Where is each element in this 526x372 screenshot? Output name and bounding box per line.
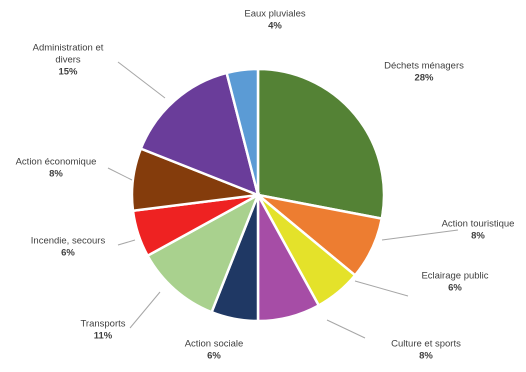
pie-slice-9 [225,67,260,196]
slice-percent-label-0: 28% [414,73,434,84]
slice-category-label-4: Action sociale [185,339,244,350]
slice-category-label-8: Administration et [33,43,104,54]
leader-line-8 [117,61,166,99]
slice-percent-label-1: 8% [471,231,485,242]
slice-percent-label-7: 8% [49,169,63,180]
slice-percent-label-4: 6% [207,351,221,362]
slice-category-label-1: Action touristique [442,219,515,230]
slice-percent-label-2: 6% [448,283,462,294]
leader-line-1 [381,229,459,241]
slice-category-label-8: divers [55,55,81,66]
slice-category-label-5: Transports [80,319,125,330]
pie-slices [130,67,386,323]
slice-category-label-0: Déchets ménagers [384,61,464,72]
leader-line-5 [129,291,161,329]
slice-percent-label-6: 6% [61,248,75,259]
leader-lines [107,61,459,339]
slice-category-label-7: Action économique [16,157,97,168]
pie-slice-0 [256,67,386,221]
slice-category-label-9: Eaux pluviales [244,9,306,20]
leader-line-7 [107,167,133,181]
pie-slice-8 [139,71,260,198]
slice-percent-label-5: 11% [94,331,113,342]
slice-percent-label-8: 15% [58,67,78,78]
slice-percent-label-3: 8% [419,351,433,362]
slice-category-label-2: Eclairage public [421,271,488,282]
leader-line-2 [354,280,409,297]
pie-slice-5 [145,192,261,314]
slice-category-label-3: Culture et sports [391,339,461,350]
leader-line-6 [117,239,136,246]
leader-line-3 [326,319,366,339]
slice-category-label-6: Incendie, secours [31,236,106,247]
slice-percent-label-9: 4% [268,21,282,32]
